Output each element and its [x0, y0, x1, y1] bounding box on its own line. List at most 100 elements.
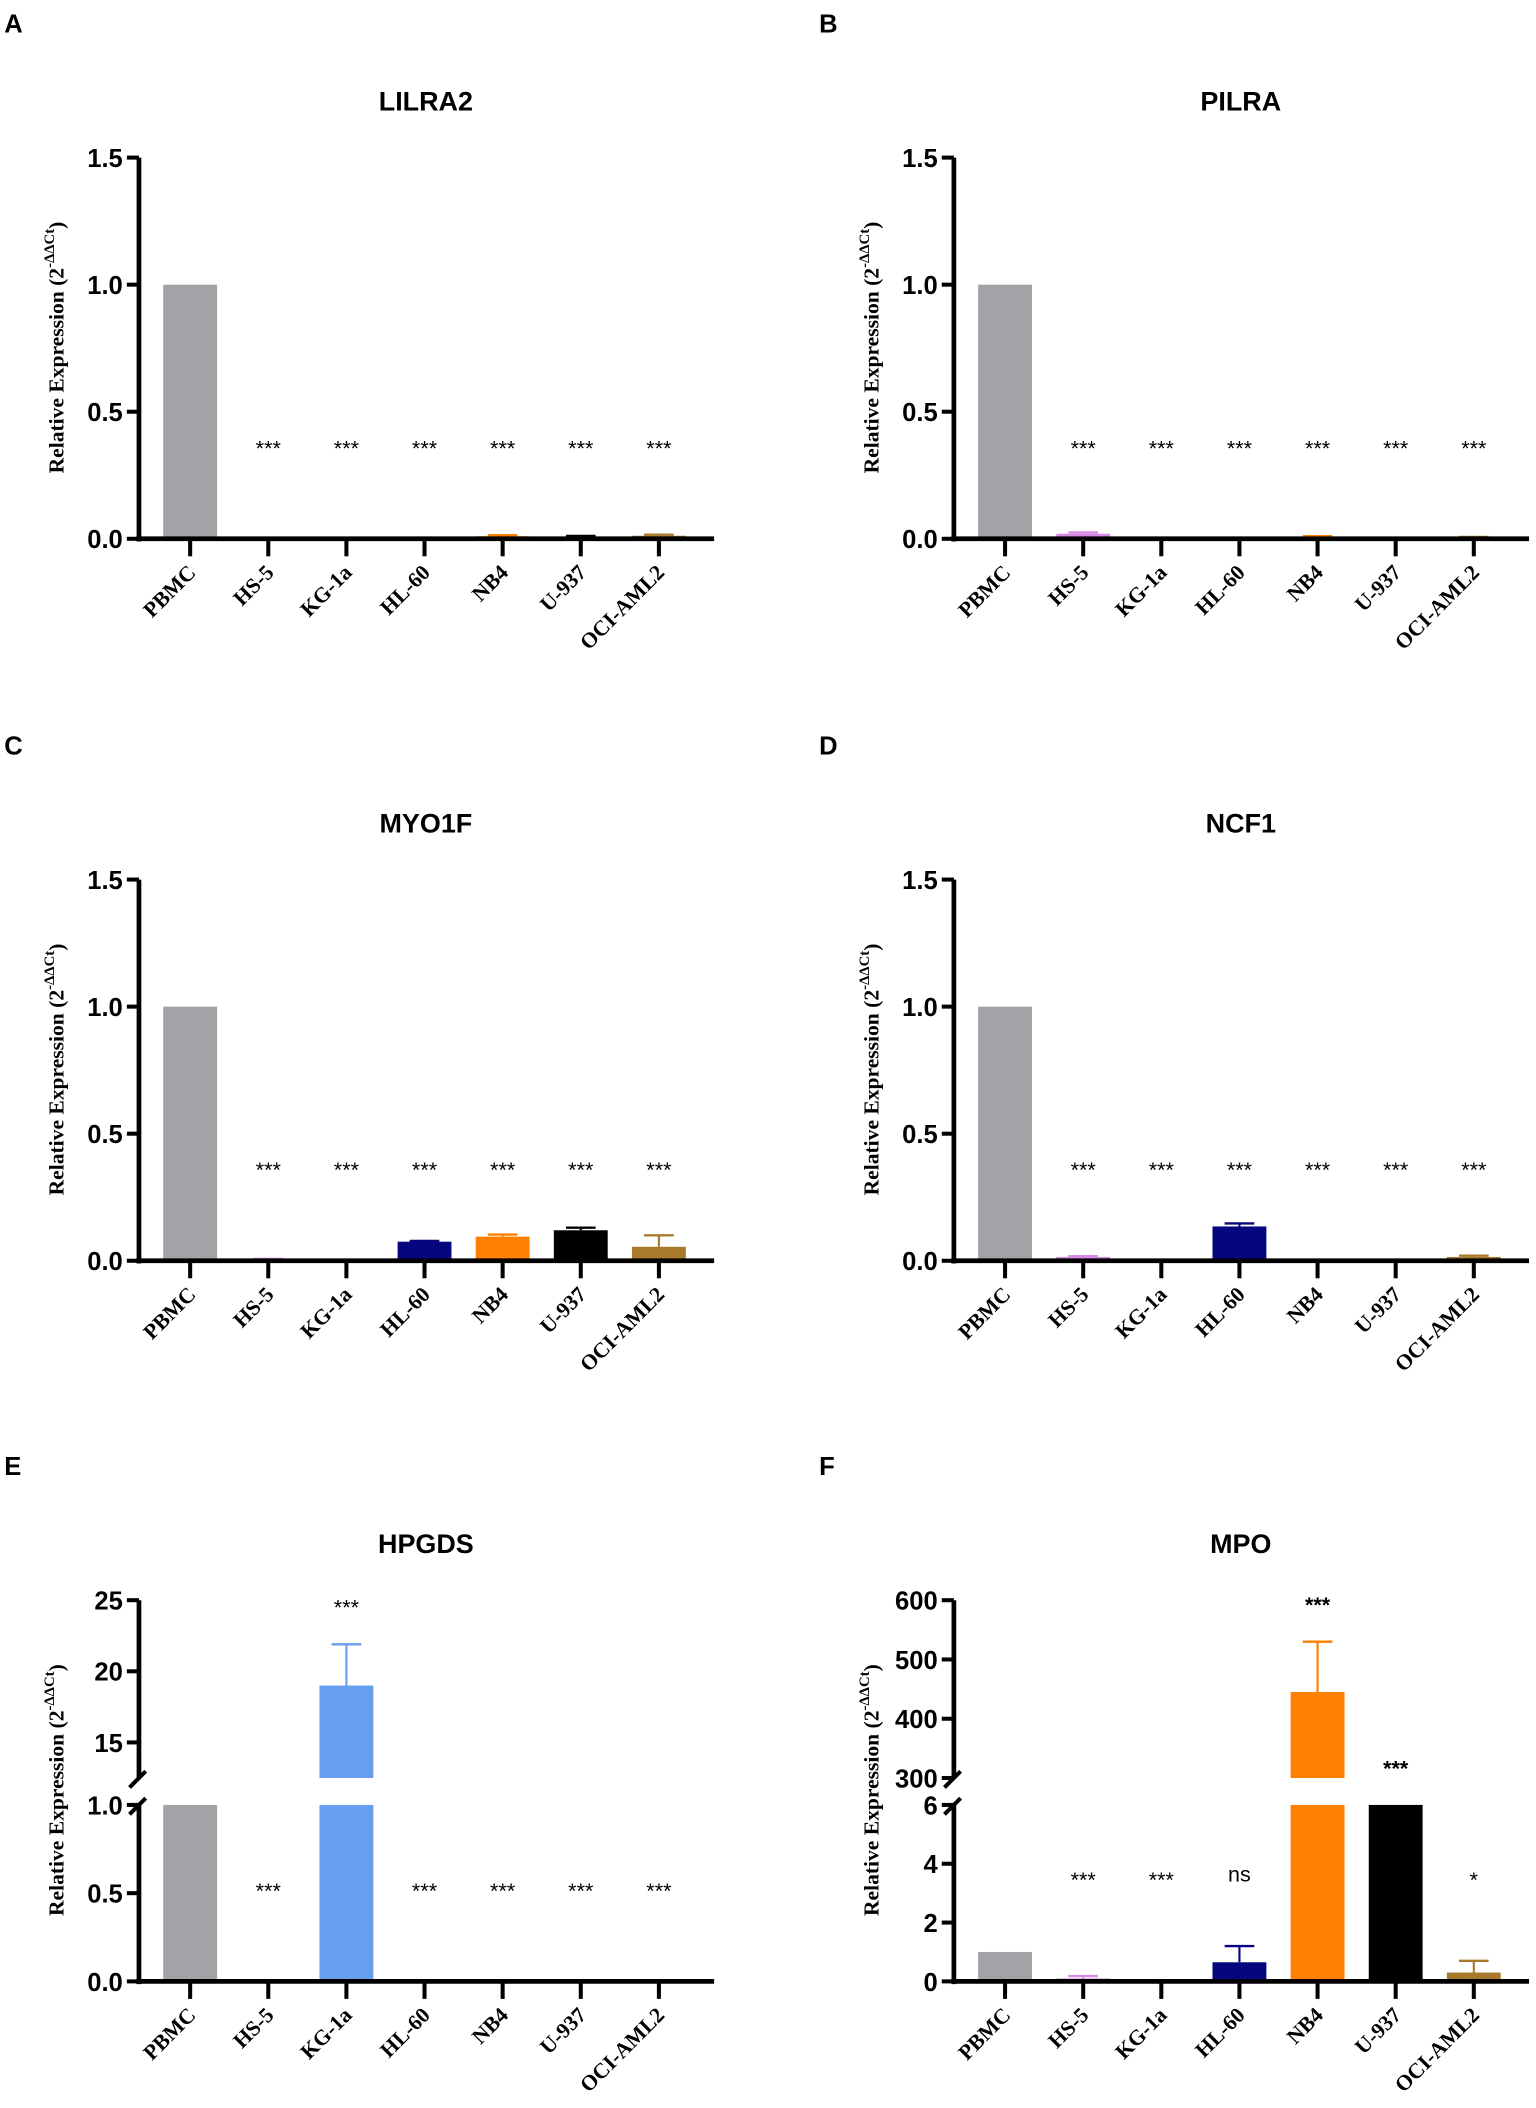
significance-label: *** — [256, 1157, 282, 1182]
bar-hl-60 — [1212, 1962, 1267, 1982]
y-tick-label: 0.0 — [87, 1969, 123, 1997]
y-tick-label: 0.0 — [902, 1248, 938, 1276]
x-tick-label: HS-5 — [229, 2003, 279, 2053]
x-tick-label: PBMC — [954, 1282, 1016, 1344]
significance-label: *** — [1071, 1867, 1097, 1892]
y-axis-label: Relative Expression (2-ΔΔCt) — [42, 222, 68, 474]
x-tick-label: HS-5 — [229, 1282, 279, 1332]
y-axis-label-text: Relative Expression (2 — [45, 268, 69, 474]
significance-label: *** — [646, 435, 672, 460]
panel-letter: A — [4, 10, 22, 38]
y-axis-label: Relative Expression (2-ΔΔCt) — [857, 222, 883, 474]
chart-title: HPGDS — [378, 1529, 474, 1559]
bar-hl-60 — [397, 1241, 452, 1261]
y-axis-label-end: ) — [859, 222, 883, 229]
y-tick-label: 0.5 — [902, 399, 938, 427]
y-axis-label-text: Relative Expression (2 — [859, 268, 883, 474]
panel-b: B PILRA Relative Expression (2-ΔΔCt) 0.0 0.5… — [819, 10, 1530, 654]
y-tick-label: 25 — [94, 1588, 122, 1616]
bar-kg-1a — [319, 1804, 374, 1982]
bar-pbmc — [163, 1804, 218, 1982]
y-axis-label-superscript: -ΔΔCt — [857, 951, 873, 990]
x-tick-label: KG-1a — [296, 560, 357, 621]
axis-break-mark — [128, 1769, 148, 1789]
x-tick-label: OCI-AML2 — [1390, 1282, 1484, 1376]
y-axis-label-text: Relative Expression (2 — [859, 990, 883, 1196]
panel-letter: F — [819, 1453, 835, 1481]
significance-label: *** — [568, 1878, 594, 1903]
y-tick-label: 20 — [94, 1659, 122, 1687]
y-axis-label-end: ) — [45, 222, 69, 229]
significance-label: *** — [256, 435, 282, 460]
significance-label: *** — [412, 1878, 438, 1903]
x-tick-label: NB4 — [467, 2003, 513, 2049]
x-tick-label: OCI-AML2 — [575, 560, 669, 654]
significance-label: *** — [412, 435, 438, 460]
panel-e: E HPGDS Relative Expression (2-ΔΔCt) 15 20 25… — [4, 1453, 715, 2097]
bar-oci-aml2 — [631, 1246, 686, 1261]
significance-label: *** — [1305, 1157, 1331, 1182]
significance-label: *** — [1071, 1157, 1097, 1182]
significance-label: *** — [256, 1878, 282, 1903]
y-tick-label: 0.5 — [87, 1121, 123, 1149]
x-tick-label: OCI-AML2 — [1390, 560, 1484, 654]
panel-f: F MPO Relative Expression (2-ΔΔCt) 300 400 50… — [819, 1453, 1530, 2097]
y-axis-label-end: ) — [45, 944, 69, 951]
panel-a: A LILRA2 Relative Expression (2-ΔΔCt) 0.0 0.… — [4, 10, 715, 654]
y-axis-label-superscript: -ΔΔCt — [42, 229, 58, 268]
y-tick-label: 1.5 — [87, 867, 123, 895]
x-tick-label: OCI-AML2 — [1390, 2003, 1484, 2097]
x-tick-label: U-937 — [1350, 2003, 1406, 2059]
x-tick-label: HS-5 — [1043, 560, 1093, 610]
bar-upper-nb4 — [1290, 1692, 1345, 1778]
significance-label: *** — [1461, 435, 1487, 460]
x-tick-label: HL-60 — [375, 2003, 434, 2062]
significance-label: *** — [568, 435, 594, 460]
y-axis-label-superscript: -ΔΔCt — [42, 1671, 58, 1710]
panel-letter: E — [4, 1453, 21, 1481]
y-axis-label: Relative Expression (2-ΔΔCt) — [857, 1664, 883, 1916]
significance-label: *** — [490, 1878, 516, 1903]
x-tick-label: U-937 — [535, 1282, 591, 1338]
x-tick-label: U-937 — [1350, 1282, 1406, 1338]
x-tick-label: NB4 — [467, 1282, 513, 1328]
significance-label: *** — [1227, 435, 1253, 460]
significance-label: *** — [1383, 1755, 1409, 1780]
significance-label: *** — [1461, 1157, 1487, 1182]
significance-label: ns — [1228, 1862, 1251, 1887]
bar-u-937 — [553, 1230, 608, 1261]
x-tick-label: U-937 — [1350, 560, 1406, 616]
y-axis-label: Relative Expression (2-ΔΔCt) — [42, 944, 68, 1196]
bar-hs-5 — [1056, 533, 1111, 539]
x-tick-label: KG-1a — [296, 1282, 357, 1343]
significance-label: *** — [334, 1595, 360, 1620]
y-tick-label: 15 — [94, 1730, 122, 1758]
y-axis-label-superscript: -ΔΔCt — [42, 951, 58, 990]
significance-label: *** — [490, 1157, 516, 1182]
y-tick-label: 4 — [923, 1851, 938, 1879]
y-tick-label: 0.0 — [87, 1248, 123, 1276]
y-axis-label-end: ) — [859, 944, 883, 951]
significance-label: *** — [646, 1157, 672, 1182]
x-tick-label: HS-5 — [229, 560, 279, 610]
x-tick-label: OCI-AML2 — [575, 2003, 669, 2097]
y-axis-label-text: Relative Expression (2 — [45, 1711, 69, 1917]
chart-title: PILRA — [1200, 86, 1281, 116]
significance-label: * — [1470, 1867, 1479, 1892]
x-tick-label: NB4 — [467, 560, 513, 606]
significance-label: *** — [334, 1157, 360, 1182]
y-tick-label: 0.5 — [87, 1881, 123, 1909]
panel-d: D NCF1 Relative Expression (2-ΔΔCt) 0.0 0.5 1… — [819, 732, 1530, 1376]
y-tick-label: 1.0 — [87, 1792, 123, 1820]
y-tick-label: 1.0 — [902, 272, 938, 300]
y-tick-label: 0.0 — [87, 526, 123, 554]
y-tick-label: 0.5 — [87, 399, 123, 427]
significance-label: *** — [1383, 1157, 1409, 1182]
y-tick-label: 2 — [923, 1910, 937, 1938]
x-tick-label: NB4 — [1282, 1282, 1328, 1328]
y-tick-label: 1.0 — [902, 994, 938, 1022]
x-tick-label: KG-1a — [1111, 1282, 1172, 1343]
x-tick-label: NB4 — [1282, 2003, 1328, 2049]
bar-pbmc — [163, 284, 218, 539]
